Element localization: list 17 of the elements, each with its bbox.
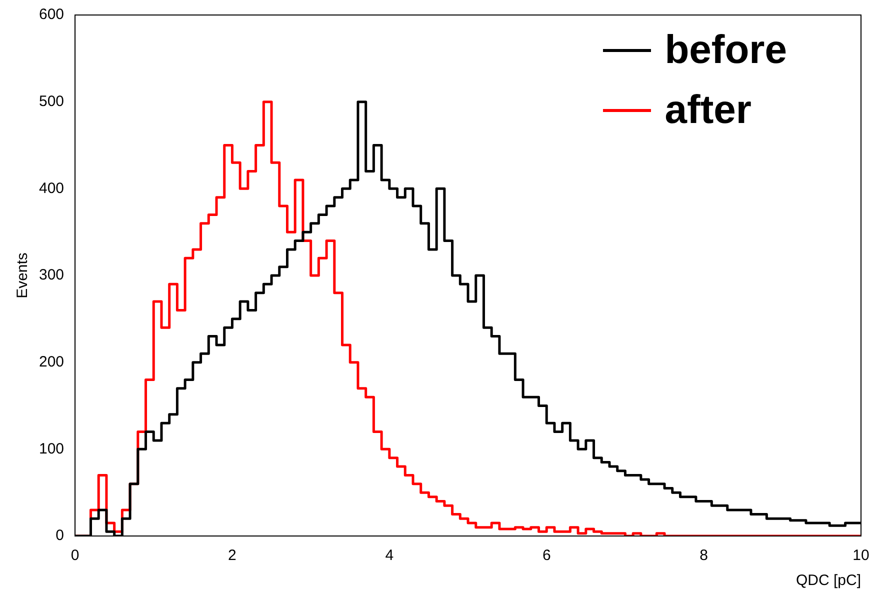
y-tick-label: 600 <box>38 6 64 24</box>
y-tick-label: 100 <box>38 440 64 458</box>
y-tick-label: 0 <box>56 527 64 544</box>
y-tick-label: 500 <box>38 92 64 110</box>
y-tick-label: 400 <box>38 180 64 197</box>
y-tick-label: 200 <box>38 353 64 370</box>
legend-label: after <box>664 87 752 134</box>
x-tick-label: 6 <box>542 547 551 564</box>
x-tick-label: 0 <box>70 547 80 564</box>
x-tick-label: 8 <box>700 547 708 564</box>
x-tick-label: 2 <box>228 547 236 564</box>
x-tick-label: 4 <box>385 547 394 564</box>
x-tick-label: 10 <box>852 547 870 564</box>
y-tick-label: 300 <box>38 266 64 284</box>
legend-label: before <box>664 27 787 74</box>
y-axis-title: Events <box>14 252 32 298</box>
x-axis-title: QDC [pC] <box>796 572 861 590</box>
